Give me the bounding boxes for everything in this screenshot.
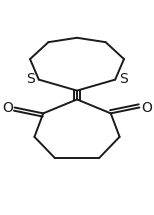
Text: S: S	[26, 72, 35, 86]
Text: O: O	[141, 100, 152, 115]
Text: O: O	[2, 100, 13, 115]
Text: S: S	[119, 72, 128, 86]
